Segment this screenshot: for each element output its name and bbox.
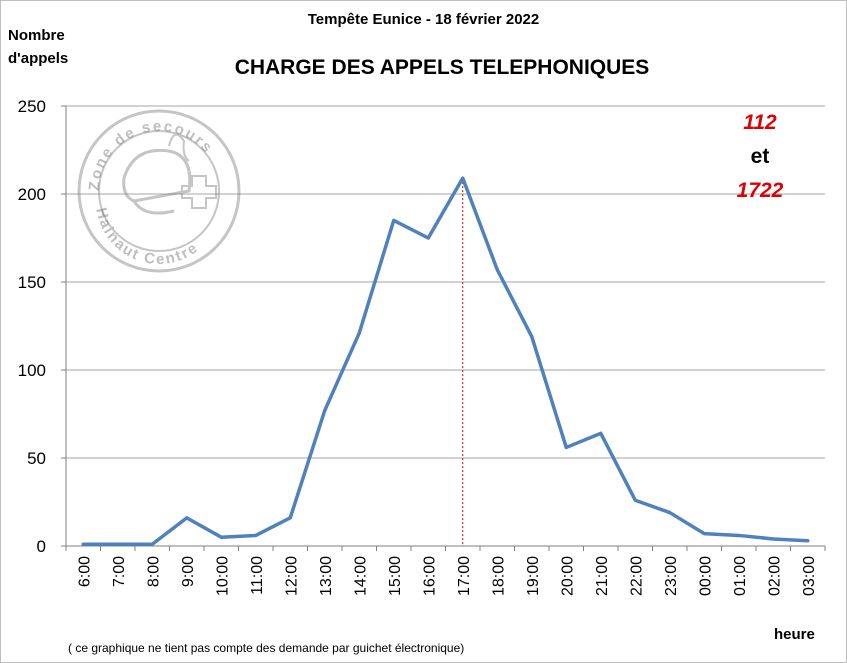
numbers-note: 112 et 1722: [715, 106, 805, 208]
zone-de-secours-logo: Zone de secours Hainaut Centre: [77, 109, 241, 273]
x-tick-label: 18:00: [490, 556, 507, 596]
x-tick-label: 9:00: [180, 556, 197, 587]
data-point: [737, 533, 741, 537]
data-point: [219, 535, 223, 539]
x-tick-label: 8:00: [145, 556, 162, 587]
conjunction-et: et: [750, 145, 770, 168]
x-tick-label: 02:00: [766, 556, 783, 596]
data-point: [599, 431, 603, 435]
x-tick-label: 6:00: [76, 556, 93, 587]
x-tick-label: 15:00: [387, 556, 404, 596]
x-tick-label: 10:00: [214, 556, 231, 596]
data-point: [564, 445, 568, 449]
x-axis-label: heure: [774, 626, 815, 643]
chart-title: CHARGE DES APPELS TELEPHONIQUES: [234, 56, 650, 79]
y-tick-label: 100: [18, 361, 46, 380]
number-112: 112: [743, 111, 777, 134]
x-tick-label: 21:00: [594, 556, 611, 596]
y-axis-label-line1: Nombre: [8, 27, 65, 44]
footnote: ( ce graphique ne tient pas compte des d…: [68, 641, 465, 655]
x-tick-label: 20:00: [559, 556, 576, 596]
x-tick-label: 03:00: [801, 556, 818, 596]
chart-subtitle: Tempête Eunice - 18 février 2022: [307, 11, 540, 28]
y-tick-label: 150: [18, 273, 46, 292]
x-tick-label: 17:00: [456, 556, 473, 596]
data-point: [288, 516, 292, 520]
series-line: [81, 176, 810, 546]
data-point: [150, 542, 154, 546]
data-point: [461, 176, 465, 180]
data-point: [806, 539, 810, 543]
y-axis-label-line2: d'appels: [8, 50, 69, 67]
x-tick-label: 23:00: [663, 556, 680, 596]
data-point: [392, 218, 396, 222]
data-point: [668, 511, 672, 515]
data-point: [426, 236, 430, 240]
x-tick-label: 13:00: [318, 556, 335, 596]
x-tick-label: 01:00: [732, 556, 749, 596]
data-point: [81, 542, 85, 546]
x-tick-label: 11:00: [249, 556, 266, 595]
data-point: [323, 408, 327, 412]
x-tick-label: 22:00: [628, 556, 645, 596]
logo-text-bottom: Hainaut Centre: [92, 206, 202, 268]
x-tick-label: 14:00: [352, 556, 369, 596]
logo-text-top: Zone de secours: [86, 118, 217, 191]
y-tick-label: 0: [37, 537, 46, 556]
data-point: [633, 498, 637, 502]
x-tick-label: 00:00: [697, 556, 714, 596]
y-tick-label: 200: [18, 185, 46, 204]
x-tick-label: 12:00: [283, 556, 300, 596]
data-point: [116, 542, 120, 546]
x-tick-label: 16:00: [421, 556, 438, 596]
data-point: [185, 516, 189, 520]
y-tick-label: 50: [27, 449, 46, 468]
data-point: [495, 268, 499, 272]
data-point: [357, 331, 361, 335]
data-point: [530, 335, 534, 339]
data-point: [254, 533, 258, 537]
x-tick-label: 7:00: [111, 556, 128, 587]
y-tick-label: 250: [18, 97, 46, 116]
x-tick-label: 19:00: [525, 556, 542, 596]
data-point: [702, 532, 706, 536]
y-axis-label: Nombre d'appels: [8, 24, 68, 70]
data-point: [771, 537, 775, 541]
number-1722: 1722: [736, 179, 784, 202]
